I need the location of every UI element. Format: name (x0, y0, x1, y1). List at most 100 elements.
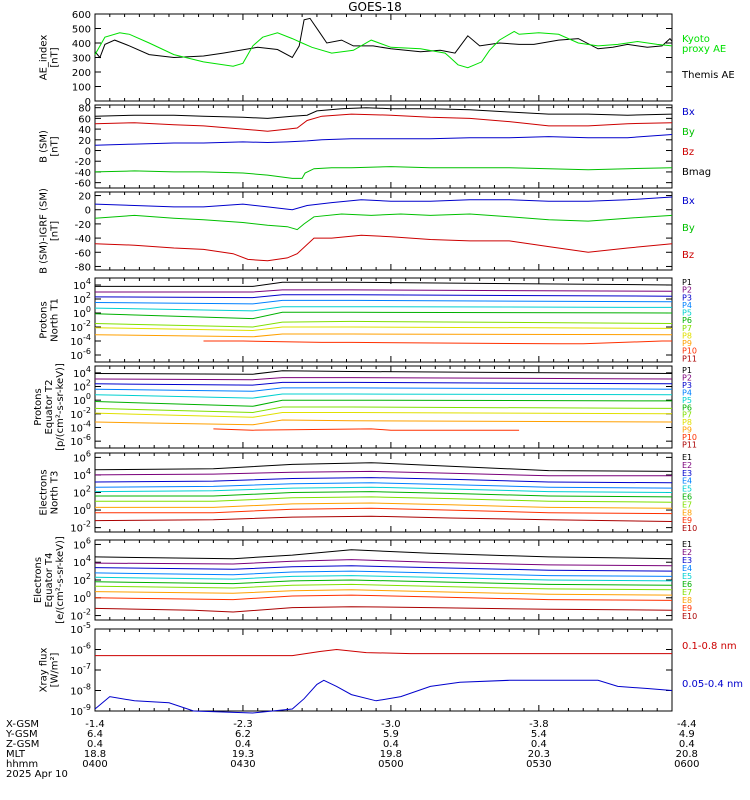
y-tick-label: -40 (75, 234, 91, 245)
series-e3 (94, 477, 673, 484)
series-p7 (94, 320, 673, 328)
y-axis-label: Xray flux (39, 648, 50, 693)
footer-value: 20.8 (676, 749, 698, 760)
legend-item: E1 (682, 540, 692, 549)
series-e8 (94, 589, 673, 596)
series-p2 (94, 377, 673, 381)
y-tick-label: 104 (73, 365, 91, 380)
legend-item: Bmag (682, 167, 711, 178)
series-p7 (94, 406, 673, 414)
y-tick-label: 10-2 (70, 319, 91, 334)
legend-item: Bz (682, 147, 694, 158)
legend-item: E10 (682, 524, 697, 533)
y-tick-label: -40 (75, 168, 91, 179)
panel-frame (94, 191, 673, 271)
series-e8 (95, 502, 673, 509)
footer-value: 6.4 (87, 729, 103, 740)
y-tick-label: 10-2 (70, 520, 91, 535)
footer-value: -3.8 (529, 719, 549, 730)
legend-item: 0.1-0.8 nm (682, 641, 737, 652)
footer-value: 0600 (674, 759, 699, 770)
series-e5 (94, 575, 673, 582)
y-tick-label: 10-7 (70, 662, 91, 677)
series-p2 (95, 289, 673, 293)
legend-item: E1 (682, 453, 692, 462)
series-p4 (94, 299, 673, 305)
legend-item: E2 (682, 461, 692, 470)
footer-value: 0.4 (87, 739, 103, 750)
y-tick-label: 10-6 (70, 433, 91, 448)
y-axis-label: [p/(cm²-s-sr-keV)] (55, 363, 66, 451)
y-axis-label: [nT] (50, 221, 61, 241)
y-tick-label: 400 (72, 39, 91, 50)
y-axis-label: [W/m²] (50, 652, 61, 687)
y-tick-label: 10-6 (70, 347, 91, 362)
y-axis-label: Equator T4 (44, 553, 55, 608)
legend-item: proxy AE (682, 44, 726, 55)
footer-value: 0.4 (679, 739, 695, 750)
legend-item: P1 (682, 366, 692, 375)
y-tick-label: 10-8 (70, 683, 91, 698)
y-tick-label: 10-9 (70, 703, 91, 718)
legend-item: E7 (682, 500, 692, 509)
series-p1 (94, 370, 673, 375)
legend-item: P10 (682, 433, 697, 442)
series-0-1-0-8-nm (95, 648, 672, 657)
legend-item: P6 (682, 316, 692, 325)
legend-item: E2 (682, 548, 692, 557)
y-axis-label: B (SM) (39, 130, 50, 163)
series-p6 (94, 399, 673, 407)
legend-item: E6 (682, 493, 692, 502)
y-tick-label: 102 (73, 379, 91, 394)
footer-value: -1.4 (85, 719, 105, 730)
y-axis-label: Protons (33, 388, 44, 425)
y-tick-label: 10-6 (70, 642, 91, 657)
legend-item: P9 (682, 339, 692, 348)
y-tick-label: 100 (73, 305, 91, 320)
series-p3 (94, 294, 673, 299)
series-themis-ae (94, 17, 673, 59)
y-tick-label: 100 (73, 590, 91, 605)
y-tick-label: 600 (72, 10, 91, 21)
y-axis-label: B (SM)-IGRF (SM) (39, 188, 50, 274)
legend-item: P11 (682, 354, 697, 363)
series-e6 (95, 491, 673, 498)
y-tick-label: -60 (75, 248, 91, 259)
legend-item: P6 (682, 403, 692, 412)
y-tick-label: 102 (73, 485, 91, 500)
series-p8 (94, 412, 673, 418)
series-e5 (94, 486, 673, 493)
y-tick-label: 100 (73, 502, 91, 517)
series-bz (94, 113, 673, 132)
footer-value: 4.9 (679, 729, 695, 740)
series-by (94, 213, 673, 231)
series-bx (94, 196, 673, 211)
y-tick-label: 0 (85, 206, 91, 217)
series-p10 (213, 428, 520, 431)
series-e4 (94, 570, 673, 577)
y-tick-label: 200 (72, 68, 91, 79)
legend-item: E5 (682, 572, 692, 581)
footer-row-label: X-GSM (6, 719, 39, 730)
y-tick-label: 20 (78, 136, 91, 147)
y-tick-label: 80 (78, 104, 91, 115)
footer-value: 20.3 (528, 749, 550, 760)
series-e9 (95, 507, 673, 515)
y-tick-label: 104 (73, 554, 91, 569)
legend-item: P9 (682, 426, 692, 435)
series-bx (94, 134, 673, 146)
series-p6 (94, 311, 673, 320)
legend-item: E4 (682, 477, 692, 486)
y-tick-label: 40 (78, 125, 91, 136)
y-tick-label: 300 (72, 54, 91, 65)
y-tick-label: 100 (72, 83, 91, 94)
legend-item: E3 (682, 469, 692, 478)
legend-item: Themis AE (681, 70, 735, 81)
y-tick-label: 10-2 (70, 608, 91, 623)
y-tick-label: 102 (73, 572, 91, 587)
series-by (94, 166, 673, 179)
chart-title: GOES-18 (348, 0, 402, 14)
y-tick-label: 20 (78, 192, 91, 203)
